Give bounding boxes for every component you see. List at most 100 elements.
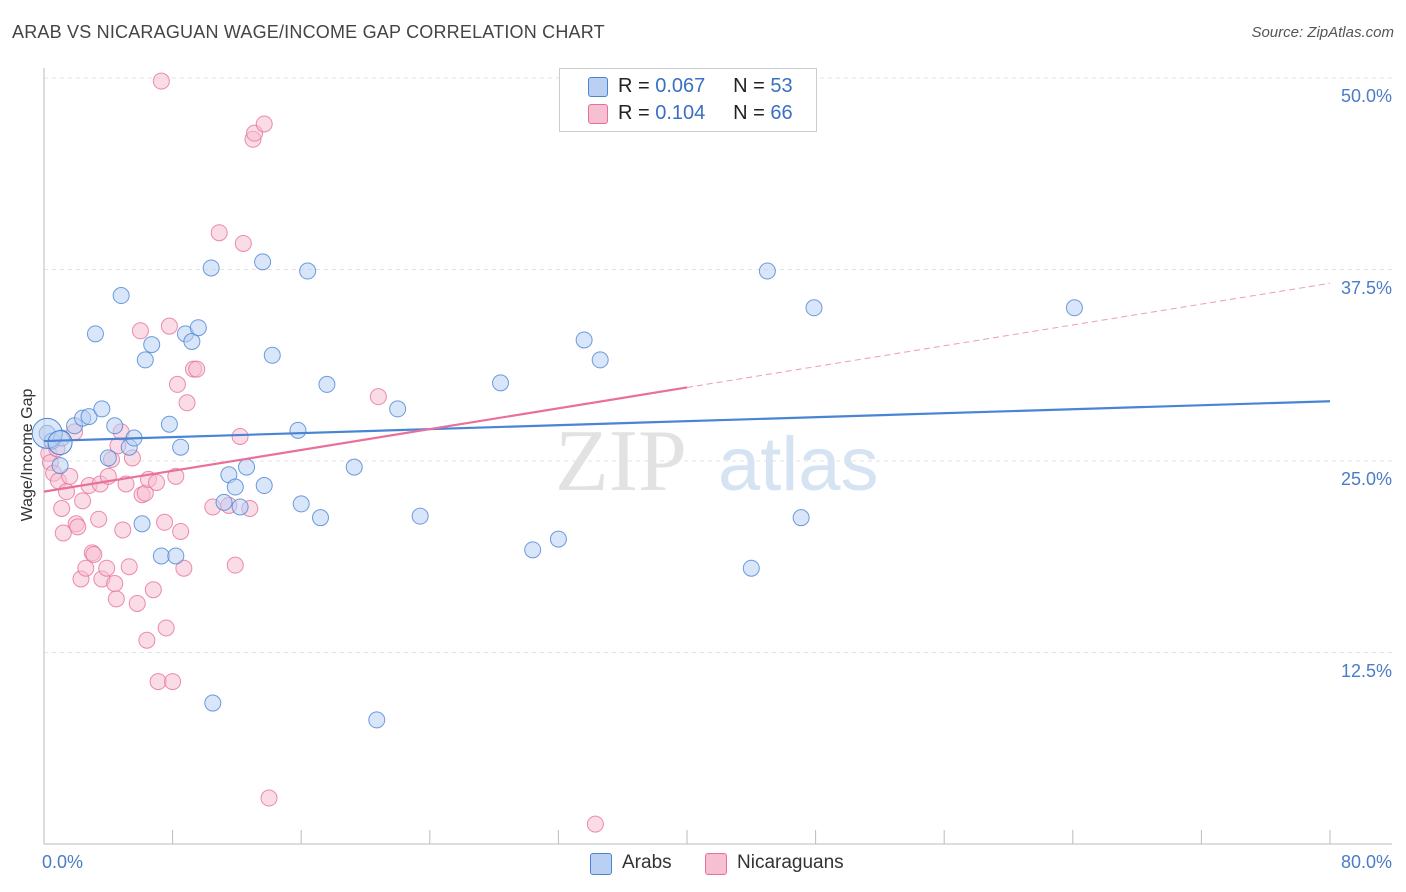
nicaraguan-point	[157, 619, 175, 637]
x-tick-max: 80.0%	[1340, 852, 1392, 872]
arab-point	[226, 478, 244, 496]
source-label: Source: ZipAtlas.com	[1251, 24, 1394, 41]
arab-point	[133, 515, 151, 533]
arab-point	[389, 400, 407, 418]
arab-point	[758, 262, 776, 280]
grid-lines	[44, 77, 1392, 653]
nicaraguan-point	[53, 499, 71, 517]
arab-point	[215, 493, 233, 511]
arab-point	[204, 694, 222, 712]
arab-point	[368, 711, 386, 729]
arab-point	[1065, 299, 1083, 317]
legend-arabs-label: Arabs	[622, 852, 672, 873]
nicaraguan-point	[85, 545, 103, 563]
y-axis-label: Wage/Income Gap	[19, 388, 36, 522]
nicaraguan-point	[210, 224, 228, 242]
nicaraguan-point	[106, 575, 124, 593]
nicaraguan-point	[114, 521, 132, 539]
arab-point	[805, 299, 823, 317]
stats-legend: R = 0.067 N = 53 R = 0.104 N = 66	[559, 68, 817, 132]
nicaraguan-point	[168, 375, 186, 393]
arab-point	[254, 253, 272, 271]
arab-point	[231, 498, 249, 516]
nicaraguans-trend-extension	[686, 282, 1331, 388]
arab-point	[86, 325, 104, 343]
arab-point	[411, 507, 429, 525]
nicaraguan-point	[77, 559, 95, 577]
nicaraguan-point	[255, 115, 273, 133]
nicaraguan-point	[74, 492, 92, 510]
nicaraguan-point	[164, 673, 182, 691]
arabs-r-value: 0.067	[655, 75, 706, 97]
arabs-swatch	[588, 77, 608, 97]
arab-point	[311, 509, 329, 527]
arab-point	[591, 351, 609, 369]
nicaraguan-point	[226, 556, 244, 574]
nicaraguan-point	[148, 473, 166, 491]
legend-nicaraguans-swatch	[705, 853, 727, 875]
svg-text:ZIP: ZIP	[555, 413, 687, 510]
arab-point	[492, 374, 510, 392]
arab-point	[172, 438, 190, 456]
nicaraguan-point	[120, 558, 138, 576]
trend-lines	[43, 282, 1331, 493]
nicaraguan-point	[160, 317, 178, 335]
arab-point	[345, 458, 363, 476]
arab-point	[238, 458, 256, 476]
nicaraguans-r-value: 0.104	[655, 102, 706, 124]
nicaraguan-point	[128, 594, 146, 612]
arab-point	[93, 400, 111, 418]
nicaraguan-point	[172, 522, 190, 540]
arab-point	[289, 421, 307, 439]
nicaraguan-point	[188, 360, 206, 378]
nicaraguan-point	[175, 559, 193, 577]
nicaraguans-r-label: R =	[618, 102, 650, 124]
nicaraguan-point	[156, 513, 174, 531]
arab-point	[263, 346, 281, 364]
nicaraguans-swatch	[588, 104, 608, 124]
nicaraguan-point	[178, 394, 196, 412]
x-tick-min: 0.0%	[42, 852, 84, 872]
arab-point	[189, 319, 207, 337]
arabs-points	[31, 253, 1083, 729]
nicaraguan-point	[369, 388, 387, 406]
nicaraguan-point	[586, 815, 604, 833]
nicaraguan-point	[234, 234, 252, 252]
arab-point	[136, 351, 154, 369]
watermark: ZIP atlas	[555, 413, 879, 510]
nicaraguan-point	[54, 524, 72, 542]
arab-point	[575, 331, 593, 349]
arab-point	[792, 509, 810, 527]
nicaraguan-point	[152, 72, 170, 90]
y-tick-25: 25.0%	[1340, 469, 1392, 489]
nicaraguan-point	[61, 467, 79, 485]
arabs-n-label: N =	[733, 75, 765, 97]
legend-nicaraguans-label: Nicaraguans	[737, 852, 844, 873]
y-tick-50: 50.0%	[1340, 86, 1392, 106]
arab-point	[318, 375, 336, 393]
arab-point	[742, 559, 760, 577]
arab-point	[292, 495, 310, 513]
nicaraguan-point	[149, 673, 167, 691]
nicaraguan-point	[107, 590, 125, 608]
arab-point	[106, 417, 124, 435]
arab-point	[99, 449, 117, 467]
nicaraguans-n-label: N =	[733, 102, 765, 124]
y-tick-37-5: 37.5%	[1340, 278, 1392, 298]
nicaraguans-n-value: 66	[770, 102, 793, 124]
arab-point	[255, 477, 273, 495]
arab-point	[143, 336, 161, 354]
arab-point	[160, 415, 178, 433]
nicaraguan-point	[231, 427, 249, 445]
nicaraguans-stats: R = 0.104 N = 66	[618, 102, 793, 125]
nicaraguan-point	[69, 518, 87, 536]
chart-title: ARAB VS NICARAGUAN WAGE/INCOME GAP CORRE…	[12, 22, 605, 42]
arab-point	[549, 530, 567, 548]
arab-point	[152, 547, 170, 565]
nicaraguans-trend-line	[43, 386, 688, 493]
arab-point	[299, 262, 317, 280]
arabs-r-label: R =	[618, 75, 650, 97]
arabs-n-value: 53	[770, 75, 793, 97]
arabs-stats: R = 0.067 N = 53	[618, 75, 793, 98]
